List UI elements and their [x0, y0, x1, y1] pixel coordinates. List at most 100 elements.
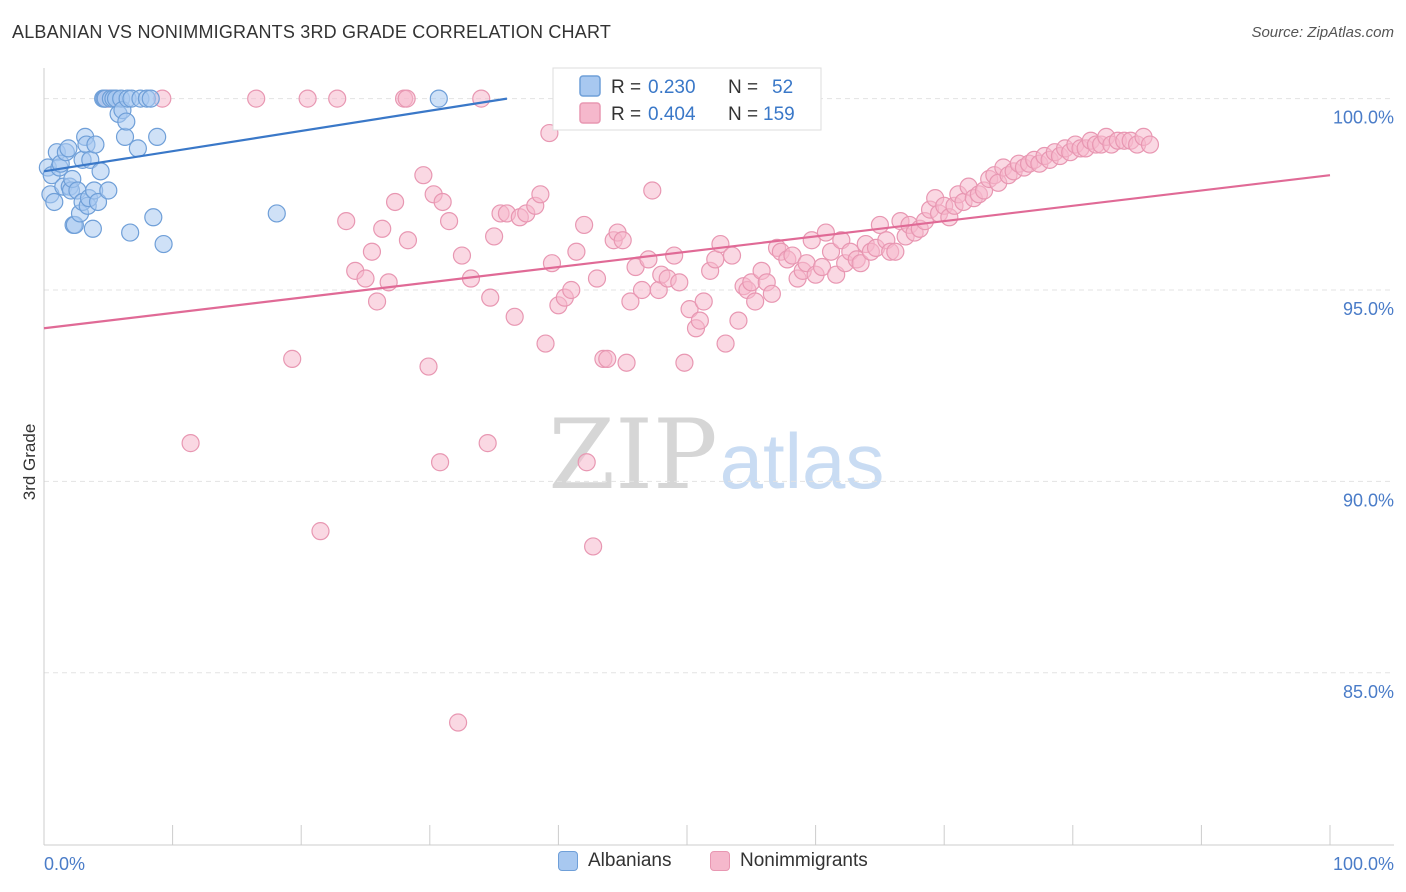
albanians-point: [88, 192, 108, 212]
nonimmigrants-point: [531, 185, 550, 204]
legend-r-value-1: 0.230: [648, 77, 696, 98]
nonimmigrants-point: [598, 349, 617, 368]
x-tick-label-min: 0.0%: [44, 854, 85, 874]
albanians-point: [429, 89, 448, 108]
legend-swatch-blue: [579, 75, 601, 97]
x-tick-label-max: 100.0%: [1333, 854, 1394, 874]
nonimmigrants-point: [398, 231, 418, 250]
nonimmigrants-point: [485, 227, 504, 246]
nonimmigrants-point: [247, 89, 266, 108]
albanians-point: [83, 219, 102, 238]
albanians-point: [99, 181, 118, 200]
nonimmigrants-point: [505, 307, 524, 326]
nonimmigrants-point: [419, 357, 438, 376]
legend-swatch-nonimmigrants: [710, 851, 730, 871]
legend-swatch-albanians: [558, 851, 578, 871]
albanians-point: [59, 139, 78, 158]
nonimmigrants-point: [643, 181, 662, 200]
legend-item-albanians: Albanians: [558, 850, 671, 872]
axes: 100.0% 95.0% 90.0% 85.0%: [43, 68, 1394, 846]
nonimmigrants-point: [577, 453, 596, 472]
legend-n-value-1: 52: [772, 77, 793, 98]
source-label: Source: ZipAtlas.com: [1251, 24, 1394, 41]
legend-r-label-1: R =: [611, 77, 641, 98]
nonimmigrants-point: [337, 212, 356, 231]
nonimmigrants-point: [670, 273, 689, 292]
albanians-trend-line: [43, 97, 508, 173]
grid: [44, 98, 1394, 674]
albanians-point: [128, 139, 147, 158]
nonimmigrants-point: [746, 292, 765, 311]
legend-swatch-pink: [579, 102, 601, 124]
albanians-point: [141, 89, 160, 108]
y-tick-label: 95.0%: [1343, 299, 1394, 319]
nonimmigrants-point: [385, 192, 405, 212]
nonimmigrants-point: [328, 89, 347, 108]
albanians-point: [144, 208, 163, 227]
y-tick-label: 100.0%: [1333, 108, 1394, 128]
nonimmigrants-point: [433, 192, 452, 212]
albanians-point: [91, 162, 110, 181]
nonimmigrants-point: [621, 292, 640, 311]
nonimmigrants-point: [575, 215, 594, 235]
nonimmigrants-point: [706, 250, 725, 269]
nonimmigrants-point: [762, 284, 781, 303]
nonimmigrants-point: [397, 89, 416, 108]
nonimmigrants-point: [632, 280, 652, 300]
nonimmigrants-point: [639, 250, 658, 269]
nonimmigrants-point: [373, 219, 392, 238]
nonimmigrants-point: [675, 353, 694, 372]
nonimmigrants-point: [448, 713, 468, 732]
nonimmigrants-point: [690, 311, 709, 330]
y-tick-label: 85.0%: [1343, 682, 1394, 702]
watermark-zip: ZIP: [548, 399, 717, 511]
nonimmigrants-point: [567, 242, 586, 261]
series-legend: Albanians Nonimmigrants: [0, 850, 1406, 880]
nonimmigrants-trend-line: [43, 174, 1331, 330]
nonimmigrants-point: [1140, 135, 1160, 154]
nonimmigrants-point: [311, 522, 330, 541]
legend-r-value-2: 0.404: [648, 104, 696, 125]
trend-lines: [43, 97, 1331, 330]
nonimmigrants-point: [694, 292, 713, 311]
nonimmigrants-point: [870, 215, 890, 235]
nonimmigrants-point: [812, 257, 832, 277]
albanians-points: [38, 89, 448, 254]
albanians-point: [45, 192, 64, 212]
nonimmigrants-point: [665, 246, 684, 265]
nonimmigrants-point: [886, 242, 905, 261]
legend-n-label-2: N =: [728, 104, 758, 125]
nonimmigrants-point: [439, 212, 459, 231]
albanians-point: [117, 112, 136, 131]
nonimmigrants-point: [729, 311, 748, 330]
nonimmigrants-point: [478, 434, 497, 453]
nonimmigrants-point: [283, 349, 302, 368]
nonimmigrants-point: [362, 242, 382, 261]
nonimmigrants-point: [716, 334, 735, 353]
albanians-point: [267, 204, 286, 223]
albanians-point: [86, 135, 105, 154]
nonimmigrants-point: [414, 166, 433, 185]
nonimmigrants-point: [430, 453, 450, 472]
albanians-point: [148, 127, 167, 146]
nonimmigrants-point: [851, 254, 870, 273]
nonimmigrants-point: [562, 280, 581, 300]
legend-label-albanians: Albanians: [588, 850, 672, 871]
legend-n-label-1: N =: [728, 77, 758, 98]
nonimmigrants-point: [452, 246, 472, 265]
nonimmigrants-point: [722, 246, 742, 265]
nonimmigrants-point: [617, 353, 636, 372]
correlation-legend: R = 0.230 N = 52 R = 0.404 N = 159: [552, 67, 822, 131]
y-tick-label: 90.0%: [1343, 490, 1394, 510]
nonimmigrants-point: [356, 269, 375, 288]
nonimmigrants-point: [816, 223, 835, 242]
nonimmigrants-point: [481, 288, 500, 307]
nonimmigrants-point: [181, 434, 200, 453]
albanians-point: [154, 234, 173, 254]
watermark-atlas: atlas: [720, 417, 885, 505]
nonimmigrants-point: [587, 269, 607, 288]
nonimmigrants-point: [821, 242, 841, 261]
nonimmigrants-point: [783, 246, 802, 265]
nonimmigrants-point: [536, 334, 555, 353]
nonimmigrants-point: [367, 292, 387, 311]
